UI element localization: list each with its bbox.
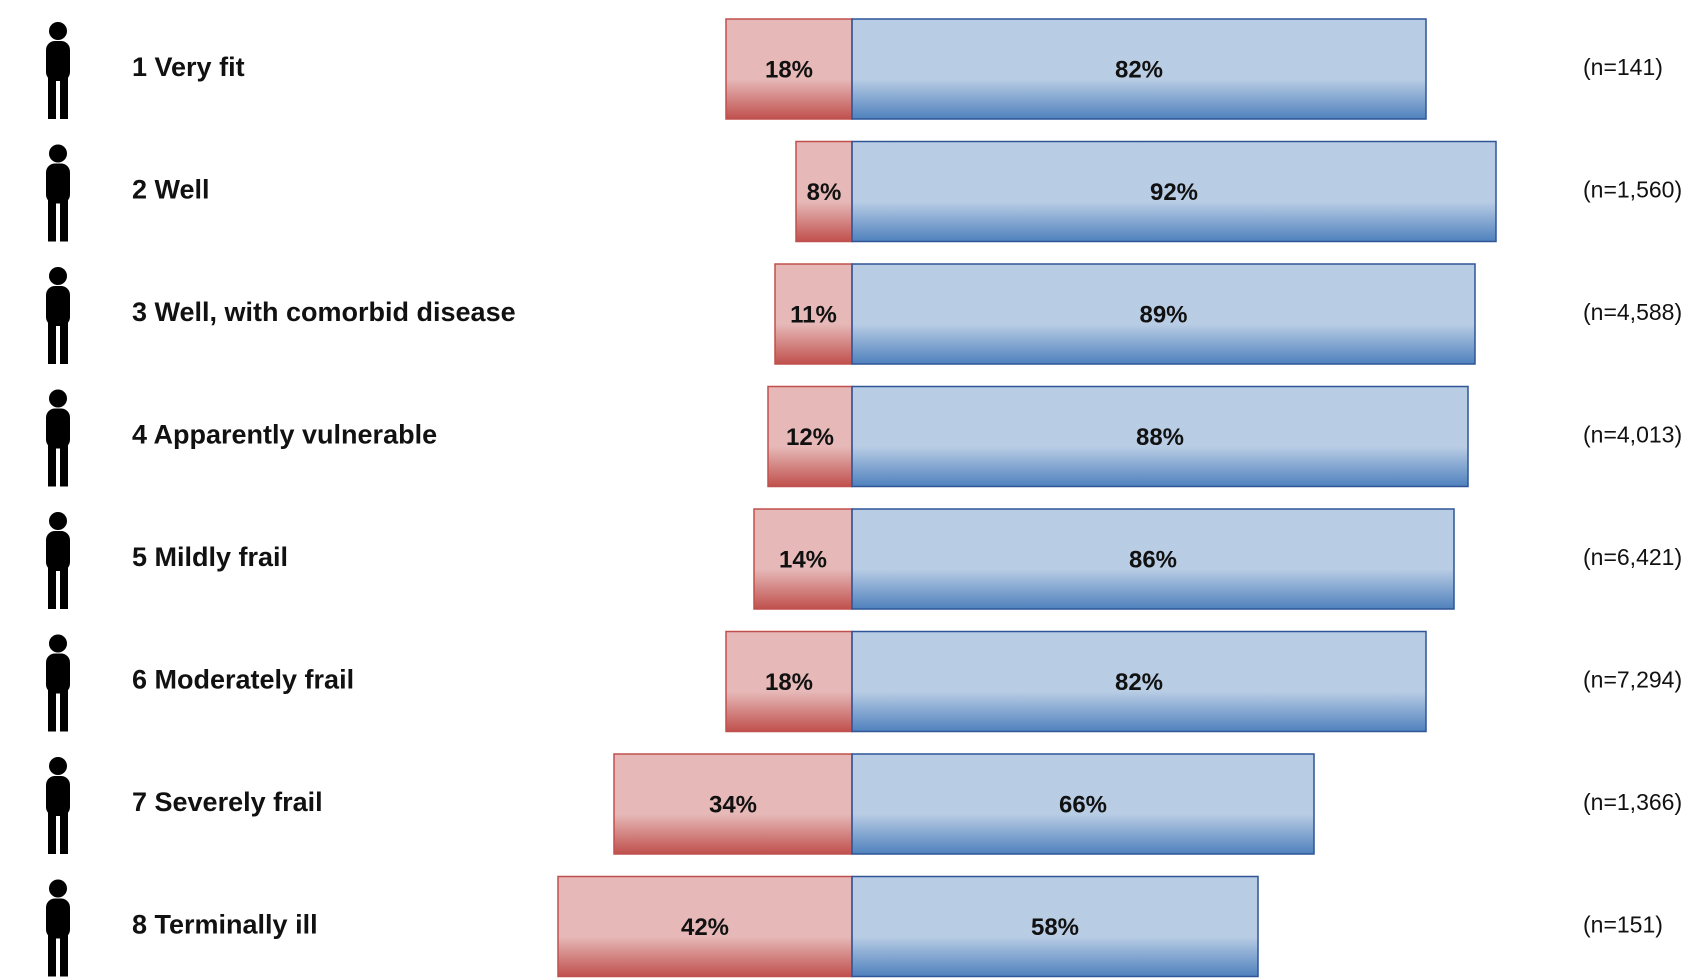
n-label: (n=6,421) <box>1583 544 1682 570</box>
category-label: 6 Moderately frail <box>132 665 354 695</box>
category-label: 4 Apparently vulnerable <box>132 420 437 450</box>
value-label: 82% <box>1115 669 1163 696</box>
person-icon <box>48 567 56 609</box>
category-label: 2 Well <box>132 175 210 205</box>
value-label: 8% <box>807 179 842 206</box>
person-icon <box>60 567 68 609</box>
person-icon <box>48 934 56 977</box>
person-icon <box>46 286 70 326</box>
person-icon <box>48 444 56 487</box>
bar-left <box>774 263 853 365</box>
bar-left <box>557 875 853 978</box>
person-icon <box>60 689 68 732</box>
person-icon <box>48 199 56 242</box>
value-label: 58% <box>1031 914 1079 941</box>
bar-right <box>851 18 1427 120</box>
person-icon <box>60 812 68 854</box>
category-label: 5 Mildly frail <box>132 542 288 572</box>
person-icon <box>49 389 67 408</box>
bar-left <box>725 18 853 120</box>
bar-right <box>851 875 1259 978</box>
category-label: 7 Severely frail <box>132 787 323 817</box>
n-label: (n=4,013) <box>1583 422 1682 448</box>
value-label: 88% <box>1136 424 1184 451</box>
person-icon <box>60 77 68 119</box>
n-label: (n=151) <box>1583 912 1663 938</box>
person-icon <box>48 322 56 364</box>
person-icon <box>60 322 68 364</box>
value-label: 89% <box>1139 301 1187 328</box>
value-label: 34% <box>709 791 757 818</box>
person-icon <box>46 776 70 816</box>
person-icon <box>46 653 70 694</box>
bar-left <box>795 140 853 243</box>
person-icon <box>46 531 70 571</box>
person-icon <box>49 22 67 40</box>
n-label: (n=1,366) <box>1583 789 1682 815</box>
value-label: 12% <box>786 424 834 451</box>
bar-right <box>851 263 1476 365</box>
n-label: (n=7,294) <box>1583 667 1682 693</box>
n-label: (n=141) <box>1583 54 1663 80</box>
person-icon <box>60 444 68 487</box>
person-icon <box>46 41 70 81</box>
person-icon <box>49 512 67 530</box>
person-icon <box>48 812 56 854</box>
bar-left <box>767 385 853 488</box>
value-label: 14% <box>779 546 827 573</box>
value-label: 66% <box>1059 791 1107 818</box>
person-icon <box>49 634 67 653</box>
person-icon <box>46 408 70 449</box>
person-icon <box>46 163 70 204</box>
person-icon <box>60 934 68 977</box>
person-icon <box>49 879 67 898</box>
bar-right <box>851 385 1469 488</box>
value-label: 11% <box>790 301 837 328</box>
bar-right <box>851 630 1427 733</box>
value-label: 18% <box>765 56 813 83</box>
value-label: 86% <box>1129 546 1177 573</box>
person-icon <box>46 898 70 939</box>
category-label: 1 Very fit <box>132 52 245 82</box>
person-icon <box>48 689 56 732</box>
bar-right <box>851 140 1497 243</box>
bar-left <box>753 508 853 610</box>
person-icon <box>49 757 67 775</box>
n-label: (n=4,588) <box>1583 299 1682 325</box>
value-label: 82% <box>1115 56 1163 83</box>
value-label: 42% <box>681 914 729 941</box>
bar-left <box>613 753 853 855</box>
person-icon <box>48 77 56 119</box>
person-icon <box>49 267 67 285</box>
category-label: 8 Terminally ill <box>132 910 318 940</box>
value-label: 92% <box>1150 179 1198 206</box>
category-label: 3 Well, with comorbid disease <box>132 297 516 327</box>
bar-right <box>851 508 1455 610</box>
person-icon <box>60 199 68 242</box>
bar-right <box>851 753 1315 855</box>
value-label: 18% <box>765 669 813 696</box>
n-label: (n=1,560) <box>1583 177 1682 203</box>
person-icon <box>49 144 67 163</box>
